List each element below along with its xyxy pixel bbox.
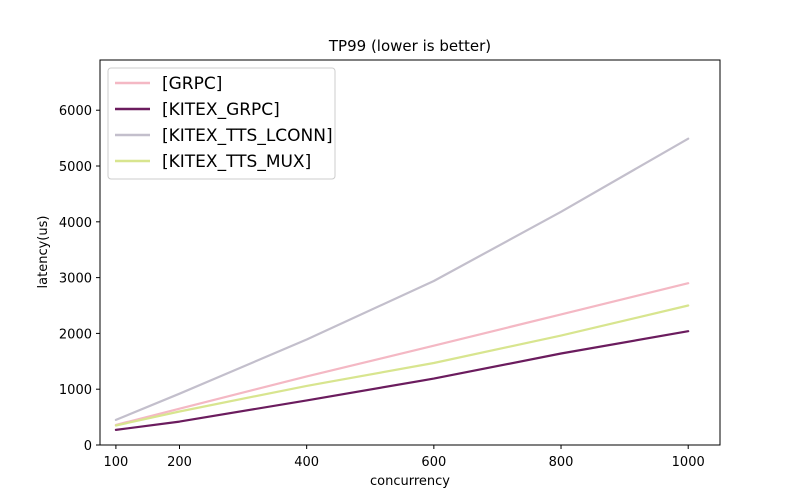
x-tick-label: 200 bbox=[167, 455, 192, 470]
legend-label-2: [KITEX_TTS_LCONN] bbox=[162, 126, 333, 146]
plot-frame bbox=[99, 59, 721, 446]
x-tick-label: 800 bbox=[549, 455, 574, 470]
legend-label-1: [KITEX_GRPC] bbox=[162, 100, 280, 120]
series-lines bbox=[114, 137, 690, 431]
chart-title: TP99 (lower is better) bbox=[328, 37, 491, 55]
legend-label-3: [KITEX_TTS_MUX] bbox=[162, 152, 311, 172]
x-tick-label: 100 bbox=[103, 455, 128, 470]
y-tick-label: 5000 bbox=[59, 160, 92, 175]
x-axis-label: concurrency bbox=[370, 474, 450, 489]
y-tick-label: 0 bbox=[84, 439, 92, 454]
x-tick-label: 1000 bbox=[672, 455, 705, 470]
y-tick-label: 1000 bbox=[59, 383, 92, 398]
y-tick-label: 6000 bbox=[59, 104, 92, 119]
y-tick-label: 3000 bbox=[59, 272, 92, 287]
y-axis-ticks: 0 1000 2000 3000 4000 5000 6000 bbox=[59, 104, 100, 454]
x-tick-label: 600 bbox=[421, 455, 446, 470]
series-line-0 bbox=[114, 282, 690, 426]
series-line-3 bbox=[114, 304, 690, 427]
y-tick-label: 4000 bbox=[59, 216, 92, 231]
legend: [GRPC] [KITEX_GRPC] [KITEX_TTS_LCONN] [KITE… bbox=[107, 67, 336, 180]
series-line-1 bbox=[114, 330, 690, 431]
legend-box bbox=[107, 67, 336, 180]
y-tick-label: 2000 bbox=[59, 327, 92, 342]
x-axis-ticks: 100 200 400 600 800 1000 bbox=[103, 445, 705, 470]
legend-label-0: [GRPC] bbox=[162, 74, 222, 94]
series-line-2 bbox=[114, 137, 690, 421]
x-tick-label: 400 bbox=[294, 455, 319, 470]
y-axis-label: latency(us) bbox=[36, 216, 51, 289]
